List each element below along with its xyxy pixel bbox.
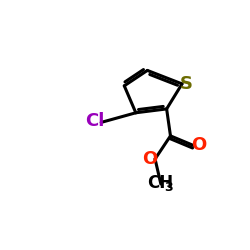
Text: 3: 3 [164, 181, 173, 194]
Text: CH: CH [148, 174, 174, 192]
Text: S: S [180, 75, 193, 93]
Text: O: O [142, 150, 157, 168]
Text: Cl: Cl [85, 112, 104, 130]
Text: O: O [191, 136, 206, 154]
